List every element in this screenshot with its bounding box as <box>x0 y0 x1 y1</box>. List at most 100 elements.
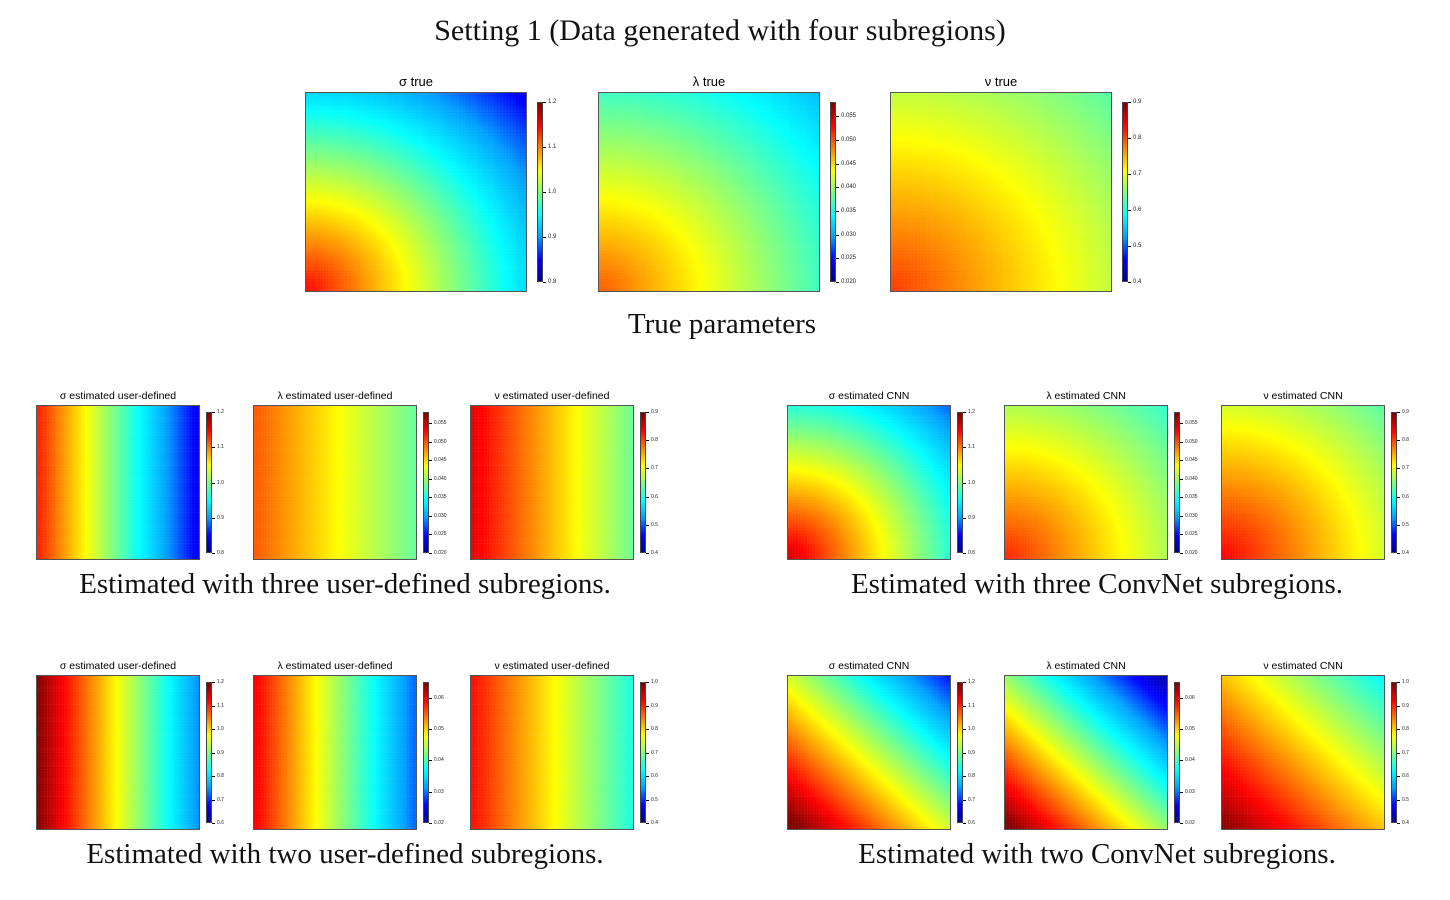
colorbar-tick-label: 0.9 <box>1402 409 1409 415</box>
colorbar-tick-label: 0.8 <box>651 437 658 444</box>
colorbar-tick <box>963 799 966 801</box>
colorbar-tick-label: 0.055 <box>841 113 857 120</box>
colorbar-tick-label: 0.6 <box>1133 207 1142 213</box>
colorbar-tick <box>1397 524 1400 526</box>
colorbar <box>830 102 836 282</box>
colorbar-tick-label: 0.025 <box>1185 531 1198 538</box>
colorbar <box>640 682 646 823</box>
colorbar-tick-label: 1.2 <box>548 99 557 105</box>
caption-two-cnn: Estimated with two ConvNet subregions. <box>858 838 1336 870</box>
colorbar-tick <box>1128 210 1131 211</box>
colorbar-tick <box>646 799 649 801</box>
caption-three-user: Estimated with three user-defined subreg… <box>79 568 611 600</box>
colorbar-tick <box>429 760 432 762</box>
colorbar-tick <box>963 776 966 777</box>
colorbar-tick <box>1397 752 1400 754</box>
panel-title: σ estimated CNN <box>828 389 910 402</box>
colorbar-tick-label: 1.0 <box>217 726 224 732</box>
colorbar-tick <box>1128 246 1131 247</box>
colorbar-tick <box>212 517 215 519</box>
colorbar-tick <box>646 682 649 683</box>
colorbar-tick <box>212 799 215 801</box>
colorbar-tick-label: 0.035 <box>434 494 447 501</box>
colorbar-tick <box>963 517 966 519</box>
colorbar-tick <box>543 282 546 283</box>
colorbar-tick <box>212 776 215 777</box>
colorbar-tick-label: 0.050 <box>434 438 447 445</box>
colorbar <box>206 412 212 553</box>
colorbar-tick <box>963 412 966 413</box>
colorbar-tick-label: 0.025 <box>434 531 447 538</box>
colorbar-tick-label: 0.6 <box>217 820 224 826</box>
colorbar-tick-label: 0.030 <box>841 231 857 238</box>
colorbar-tick-label: 0.5 <box>651 796 658 803</box>
panel-title: ν estimated CNN <box>1263 659 1343 672</box>
colorbar-tick <box>1397 799 1400 801</box>
colorbar-tick-label: 0.7 <box>968 796 975 803</box>
panel-title: λ estimated CNN <box>1046 389 1126 402</box>
panel-title: σ true <box>398 74 434 89</box>
colorbar-tick-label: 0.03 <box>434 788 444 795</box>
colorbar-tick <box>1180 823 1183 824</box>
heatmap-plot <box>1221 405 1385 560</box>
colorbar-tick-label: 0.8 <box>1402 437 1409 444</box>
colorbar-tick-label: 1.0 <box>1402 679 1409 685</box>
colorbar-tick <box>836 234 839 236</box>
colorbar-tick-label: 0.03 <box>1185 788 1195 795</box>
colorbar-tick-label: 0.9 <box>968 749 975 756</box>
colorbar-tick-label: 0.045 <box>1185 457 1198 464</box>
colorbar-tick-label: 0.9 <box>651 409 658 415</box>
colorbar <box>423 682 429 823</box>
heatmap-plot <box>253 675 417 830</box>
heatmap-plot <box>1004 675 1168 830</box>
colorbar-tick <box>1180 441 1183 443</box>
colorbar-tick <box>1397 553 1400 554</box>
colorbar-tick <box>1128 102 1131 103</box>
colorbar-tick <box>429 478 432 480</box>
colorbar-tick-label: 0.9 <box>217 749 224 756</box>
colorbar-tick-label: 0.8 <box>217 773 224 779</box>
heatmap-plot <box>470 405 634 560</box>
panel-title: λ estimated user-defined <box>277 389 393 402</box>
panel-title: ν true <box>984 74 1018 89</box>
caption-two-user: Estimated with two user-defined subregio… <box>86 838 604 870</box>
colorbar <box>537 102 543 282</box>
colorbar-tick-label: 0.5 <box>1133 243 1142 249</box>
colorbar-tick-label: 1.0 <box>651 679 658 685</box>
colorbar-tick <box>963 447 966 449</box>
colorbar-tick <box>646 705 649 707</box>
colorbar-tick-label: 1.1 <box>968 702 975 709</box>
colorbar-tick <box>429 497 432 499</box>
colorbar-tick <box>646 496 649 498</box>
panel-title: σ estimated user-defined <box>59 389 177 402</box>
colorbar-tick-label: 0.5 <box>1402 796 1409 803</box>
colorbar-tick <box>963 729 966 730</box>
colorbar-tick <box>212 823 215 824</box>
colorbar-tick-label: 0.6 <box>651 773 658 779</box>
colorbar-tick-label: 0.4 <box>1402 550 1409 556</box>
colorbar-tick-label: 0.055 <box>434 420 447 427</box>
panel-title: ν estimated user-defined <box>494 659 610 672</box>
colorbar-tick <box>1397 412 1400 413</box>
colorbar-tick <box>543 147 546 148</box>
colorbar-tick <box>646 412 649 413</box>
colorbar-tick <box>429 460 432 462</box>
colorbar-tick-label: 0.8 <box>1402 726 1409 732</box>
colorbar-tick <box>429 791 432 793</box>
colorbar-tick-label: 0.9 <box>651 702 658 709</box>
heatmap-plot <box>787 675 951 830</box>
colorbar <box>423 412 429 553</box>
colorbar-tick-label: 0.02 <box>434 820 444 826</box>
colorbar-tick-label: 1.1 <box>968 444 975 451</box>
colorbar-tick <box>1397 823 1400 824</box>
colorbar-tick <box>429 823 432 824</box>
colorbar-tick-label: 1.0 <box>968 726 975 732</box>
heatmap-plot <box>36 675 200 830</box>
colorbar-tick <box>1397 682 1400 683</box>
colorbar-tick-label: 0.9 <box>548 234 557 240</box>
colorbar-tick-label: 0.05 <box>434 726 444 732</box>
colorbar <box>957 682 963 823</box>
colorbar-tick-label: 0.7 <box>1133 171 1142 177</box>
heatmap-plot <box>305 92 527 292</box>
colorbar-tick <box>1128 138 1131 139</box>
